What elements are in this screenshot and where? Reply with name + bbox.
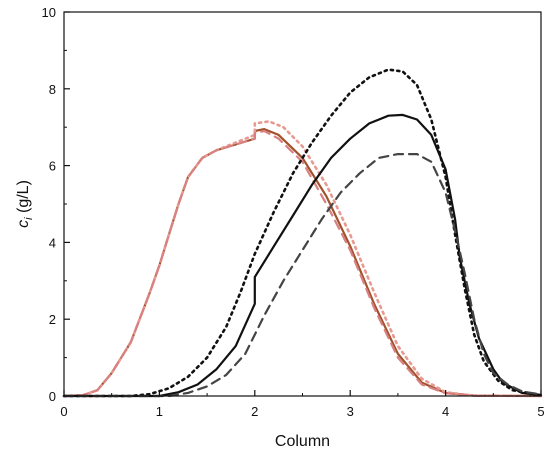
plot-area: [62, 68, 543, 398]
series-line-2: [62, 120, 543, 398]
y-tick-label: 6: [49, 159, 56, 174]
y-tick-label: 0: [49, 389, 56, 404]
x-tick-label: 2: [251, 404, 258, 419]
y-tick-label: 10: [42, 5, 56, 20]
axis-ticks: 0 1 2 3 4 5 0 2 4 6 8 10: [42, 5, 545, 419]
y-axis-label-unit: (g/L): [15, 180, 32, 217]
x-tick-label: 5: [537, 404, 544, 419]
x-tick-label: 1: [156, 404, 163, 419]
y-tick-label: 8: [49, 82, 56, 97]
y-axis-label: ci (g/L): [15, 180, 35, 228]
series-line-3: [62, 129, 543, 398]
x-tick-label: 3: [347, 404, 354, 419]
x-axis-label: Column: [275, 433, 330, 450]
series-line-5: [62, 68, 543, 398]
x-tick-label: 4: [442, 404, 449, 419]
series-line-6: [62, 153, 543, 398]
y-tick-label: 4: [49, 235, 56, 250]
series-line-1: [62, 128, 543, 398]
y-axis-label-main: c: [15, 220, 32, 228]
y-axis-label-sub: i: [23, 217, 35, 220]
plot-frame: [63, 11, 542, 397]
y-tick-label: 2: [49, 312, 56, 327]
x-tick-label: 0: [60, 404, 67, 419]
